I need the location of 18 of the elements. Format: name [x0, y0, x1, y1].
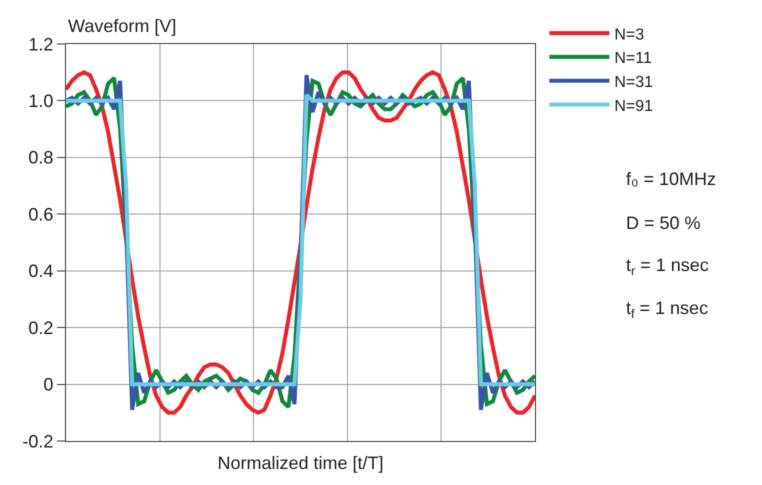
- y-tick-label: 0.4: [28, 261, 54, 282]
- legend-label: N=91: [614, 98, 654, 115]
- y-tick-label: 1.0: [28, 91, 54, 112]
- y-tick-label: 0.2: [28, 318, 54, 338]
- text: f₀ = 10MHz: [626, 169, 716, 189]
- legend-label: N=31: [614, 74, 654, 91]
- legend-label: N=3: [614, 26, 644, 44]
- y-tick-label: -0.2: [22, 431, 54, 452]
- text: t$_{r}$ = 1 nsec: [626, 255, 709, 278]
- text: D = 50 %: [626, 213, 701, 233]
- x-axis-title: Normalized time [t/T]: [217, 453, 384, 474]
- y-tick-label: 1.2: [28, 34, 54, 54]
- text: t$_{f}$ = 1 nsec: [626, 298, 708, 321]
- y-tick-label: 0: [43, 374, 54, 395]
- y-tick-label: 0.8: [28, 148, 54, 168]
- y-tick-label: 0.6: [28, 204, 54, 224]
- y-axis-title: Waveform [V]: [68, 16, 176, 36]
- legend-label: N=11: [614, 50, 652, 68]
